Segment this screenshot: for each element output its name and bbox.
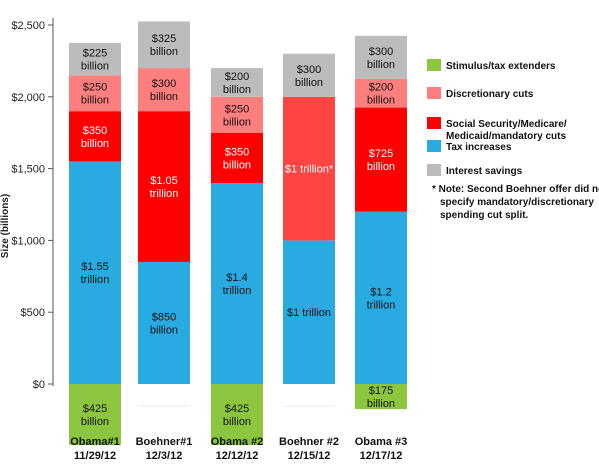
x-category-label: Boehner #2 12/15/12 xyxy=(279,436,339,462)
bar-data-label: $300 billion xyxy=(150,78,178,103)
bar-segment-1 xyxy=(69,161,121,384)
bar-data-label: $350 billion xyxy=(223,146,251,171)
legend-swatch xyxy=(427,117,441,129)
legend-swatch xyxy=(427,140,441,152)
bar-segment-1 xyxy=(211,182,263,384)
bar-data-label: $300 billion xyxy=(367,46,395,71)
bar-data-label: $1 trillion xyxy=(287,307,331,319)
bar-segment-3 xyxy=(138,68,190,112)
bar-segment-2 xyxy=(138,111,190,262)
bar-data-label: $1.55 trillion xyxy=(81,261,110,286)
y-tick-label: $0 xyxy=(33,379,45,391)
bar-data-label: $250 billion xyxy=(223,103,251,128)
x-category-label: Obama#1 11/29/12 xyxy=(70,436,120,462)
bar-segment-3 xyxy=(211,96,263,133)
legend-label: Tax increases xyxy=(446,142,512,153)
bar-data-label: $425 billion xyxy=(81,403,109,428)
y-tick-label: $2,000 xyxy=(11,92,45,104)
plot-area: $0 $500 $1,000 $1,500 $2,000 $2,500 Size (bill… xyxy=(0,17,408,462)
bar-segment-3 xyxy=(355,78,407,108)
legend: Stimulus/tax extenders Discretionary cuts… xyxy=(427,59,567,177)
bar-data-label: $300 billion xyxy=(295,64,323,89)
bar-segment-2 xyxy=(355,107,407,212)
x-category-label: Obama #2 12/12/12 xyxy=(211,436,264,462)
bar-data-label: $1.05 trillion xyxy=(150,175,179,200)
bar-segment-2 xyxy=(211,132,263,183)
bar-data-label: $200 billion xyxy=(223,71,251,96)
bar-data-label: $325 billion xyxy=(150,33,178,58)
bar-segment-stimulus xyxy=(69,384,121,446)
y-tick-label: $1,500 xyxy=(11,164,45,176)
bar-segment-4 xyxy=(69,42,121,76)
bar-data-label: $200 billion xyxy=(367,82,395,107)
legend-swatch xyxy=(427,59,441,71)
legend-swatch xyxy=(427,164,441,176)
bar-data-label: $1.4 trillion xyxy=(223,272,252,297)
y-tick-label: $500 xyxy=(21,307,45,319)
bar-data-label: $1 trillion* xyxy=(285,164,334,176)
bar-segment-1 xyxy=(138,261,190,384)
x-category-label: Boehner#1 12/3/12 xyxy=(136,436,193,462)
bar-data-label: $250 billion xyxy=(81,82,109,107)
bar-data-label: $225 billion xyxy=(81,48,109,73)
bar-data-label: $350 billion xyxy=(81,125,109,150)
bar-segment-combined-cuts xyxy=(283,96,335,241)
bar-segment-4 xyxy=(211,68,263,97)
bar-data-label: $850 billion xyxy=(150,311,178,336)
bar-segment-1 xyxy=(283,240,335,384)
bar-data-label: $1.2 trillion xyxy=(367,286,396,311)
bar-data-label: $425 billion xyxy=(223,403,251,428)
bar-data-label: $725 billion xyxy=(367,148,395,173)
legend-label: Stimulus/tax extenders xyxy=(446,61,556,72)
bar-segment-4 xyxy=(138,21,190,69)
legend-label: Interest savings xyxy=(446,166,523,177)
legend-label: Social Security/Medicare/Medicaid/mandat… xyxy=(446,119,567,142)
y-tick-label: $2,500 xyxy=(11,20,45,32)
bar-segment-4 xyxy=(283,53,335,97)
footnote: * Note: Second Boehner offer did not spec… xyxy=(432,184,599,221)
legend-label: Discretionary cuts xyxy=(446,89,534,100)
bar-segment-2 xyxy=(69,111,121,162)
footnote-text: * Note: Second Boehner offer did not spec… xyxy=(432,184,599,221)
bar-segment-stimulus xyxy=(211,384,263,446)
bar-segment-3 xyxy=(69,75,121,112)
bar-segment-1 xyxy=(355,211,407,384)
y-tick-label: $1,000 xyxy=(11,235,45,247)
bar-data-label: $175 billion xyxy=(367,385,395,410)
legend-swatch xyxy=(427,87,441,99)
x-category-label: Obama #3 12/17/12 xyxy=(355,436,408,462)
bar-segment-4 xyxy=(355,35,407,79)
y-axis-title: Size (billions) xyxy=(0,194,11,258)
bar-segment-stimulus xyxy=(355,384,407,410)
